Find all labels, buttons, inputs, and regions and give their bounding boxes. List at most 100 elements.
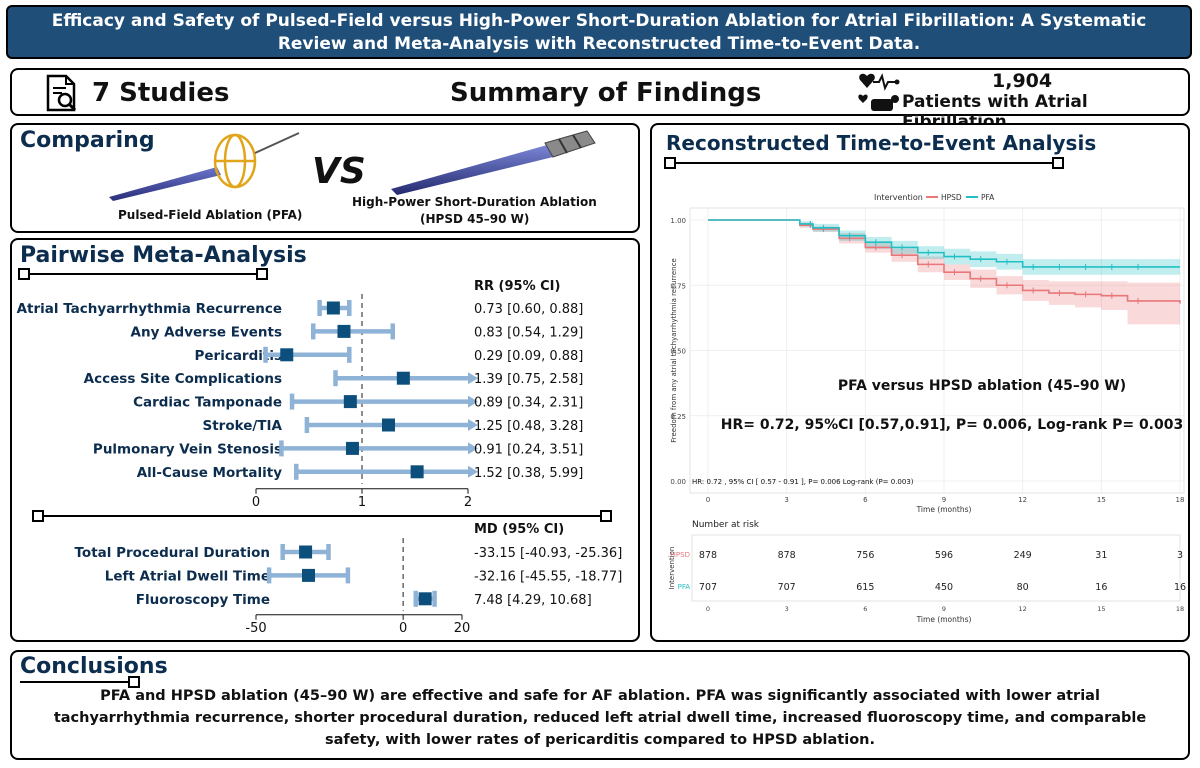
risk-x-tick-label: 3 — [785, 605, 789, 613]
axis-tick-label: 20 — [454, 621, 471, 636]
y-tick-label: 0.50 — [670, 348, 686, 356]
patients-count: 1,904 — [992, 70, 1053, 92]
conclusions-heading: Conclusions — [20, 654, 168, 679]
risk-table-title: Number at risk — [692, 520, 760, 530]
risk-value: 16 — [1174, 582, 1186, 593]
forest-row-label: Any Atrial Tachyarrhythmia Recurrence — [12, 301, 282, 317]
risk-x-tick-label: 9 — [942, 605, 946, 613]
forest-row-label: Access Site Complications — [84, 371, 282, 387]
risk-value: 878 — [699, 550, 717, 561]
km-annotation-small: HR: 0.72 , 95% CI [ 0.57 - 0.91 ], P= 0.… — [692, 478, 914, 486]
y-tick-label: 1.00 — [670, 217, 686, 225]
forest-row-value: 0.73 [0.60, 0.88] — [474, 302, 583, 317]
risk-x-tick-label: 12 — [1019, 605, 1027, 613]
tte-heading: Reconstructed Time-to-Event Analysis — [666, 131, 1097, 155]
risk-value: 31 — [1095, 550, 1107, 561]
forest-row-value: 0.83 [0.54, 1.29] — [474, 325, 583, 340]
forest-row-value: 1.52 [0.38, 5.99] — [474, 466, 583, 481]
risk-value: 249 — [1014, 550, 1032, 561]
forest-row-value: -33.15 [-40.93, -25.36] — [474, 546, 622, 561]
summary-heading: Summary of Findings — [450, 78, 762, 108]
poster-title: Efficacy and Safety of Pulsed-Field vers… — [6, 5, 1192, 59]
forest-row-value: 0.29 [0.09, 0.88] — [474, 349, 583, 364]
series-line — [708, 219, 1181, 304]
forest-row-value: -32.16 [-45.55, -18.77] — [474, 569, 622, 584]
forest-row-label: Stroke/TIA — [203, 418, 283, 434]
rr-header: RR (95% CI) — [474, 279, 561, 294]
axis-tick-label: 1 — [358, 495, 366, 510]
risk-table-ylabel: Intervention — [668, 547, 676, 590]
axis-tick-label: 0 — [399, 621, 407, 636]
summary-bar: 7 Studies Summary of Findings 1,904 Pati… — [10, 68, 1190, 132]
x-tick-label: 12 — [1018, 496, 1027, 504]
point-estimate — [343, 395, 357, 409]
forest-row-value: 0.91 [0.24, 3.51] — [474, 442, 583, 457]
hpsd-catheter-icon — [391, 130, 596, 195]
risk-value: 596 — [935, 550, 953, 561]
y-tick-label: 0.25 — [670, 413, 686, 421]
tte-heading-rule — [664, 157, 1064, 169]
studies-count: 7 Studies — [92, 78, 230, 108]
risk-row-label: HPSD — [671, 551, 690, 559]
risk-row-label: PFA — [678, 583, 691, 591]
km-annotation-1: PFA versus HPSD ablation (45–90 W) — [838, 378, 1126, 394]
point-estimate — [299, 545, 313, 559]
risk-table-area — [691, 534, 1181, 602]
legend-label: HPSD — [941, 193, 962, 202]
point-estimate — [345, 441, 359, 455]
point-estimate — [418, 592, 432, 606]
pairwise-panel: Pairwise Meta-Analysis RR (95% CI) Any A… — [10, 238, 640, 642]
risk-value: 80 — [1017, 582, 1029, 593]
document-search-icon — [46, 74, 77, 112]
conclusions-heading-rule — [20, 676, 140, 688]
forest-divider-rule — [32, 510, 612, 522]
x-tick-label: 15 — [1097, 496, 1106, 504]
y-tick-label: 0.00 — [670, 478, 686, 486]
risk-x-tick-label: 0 — [706, 605, 710, 613]
x-tick-label: 18 — [1176, 496, 1185, 504]
series-line — [708, 219, 1180, 268]
y-tick-label: 0.75 — [670, 282, 686, 290]
km-annotation-2: HR= 0.72, 95%CI [0.57,0.91], P= 0.006, L… — [721, 417, 1183, 433]
forest-row-label: Pulmonary Vein Stenosis — [93, 441, 282, 457]
forest-row-label: All-Cause Mortality — [137, 465, 282, 481]
risk-value: 707 — [699, 582, 717, 593]
axis-tick-label: -50 — [245, 621, 266, 636]
forest-row-label: Any Adverse Events — [131, 324, 282, 340]
axis-tick-label: 0 — [252, 495, 260, 510]
point-estimate — [280, 348, 294, 362]
pfa-label: Pulsed-Field Ablation (PFA) — [118, 208, 303, 222]
pfa-catheter-icon — [109, 132, 300, 201]
series-ci-band — [708, 220, 1180, 275]
legend-title: Intervention — [874, 193, 923, 202]
ci-arrow-right — [468, 419, 478, 431]
ci-arrow-right — [468, 442, 478, 455]
risk-value: 615 — [856, 582, 874, 593]
hpsd-label-1: High-Power Short-Duration Ablation — [352, 195, 597, 209]
patient-heart-icon — [858, 94, 899, 111]
forest-row-value: 1.39 [0.75, 2.58] — [474, 372, 583, 387]
conclusions-panel: Conclusions PFA and HPSD ablation (45–90… — [10, 650, 1190, 760]
legend-label: PFA — [981, 193, 995, 202]
forest-row-label: Cardiac Tamponade — [133, 395, 282, 411]
forest-row-label: Left Atrial Dwell Time — [105, 568, 270, 584]
point-estimate — [302, 568, 316, 582]
forest-row-label: Pericarditis — [194, 348, 282, 364]
tte-panel: Reconstructed Time-to-Event Analysis Int… — [650, 123, 1190, 642]
point-estimate — [382, 418, 395, 432]
x-tick-label: 3 — [784, 496, 788, 504]
forest-row-value: 1.25 [0.48, 3.28] — [474, 419, 583, 434]
risk-value: 450 — [935, 582, 953, 593]
forest-row-label: Fluoroscopy Time — [136, 592, 270, 608]
risk-value: 756 — [856, 550, 874, 561]
point-estimate — [410, 465, 424, 479]
x-axis-label: Time (months) — [916, 505, 972, 514]
ci-arrow-right — [468, 372, 478, 385]
axis-tick-label: 2 — [464, 495, 472, 510]
forest-plot-rr: Any Atrial Tachyarrhythmia Recurrence 0.7… — [12, 294, 622, 636]
forest-row-value: 7.48 [4.29, 10.68] — [474, 593, 592, 608]
risk-value: 16 — [1095, 582, 1107, 593]
md-header: MD (95% CI) — [474, 522, 565, 537]
y-axis-label: Freedom from any atrial tachyarrhythmia … — [670, 258, 678, 443]
heart-pulse-icon — [859, 73, 900, 91]
